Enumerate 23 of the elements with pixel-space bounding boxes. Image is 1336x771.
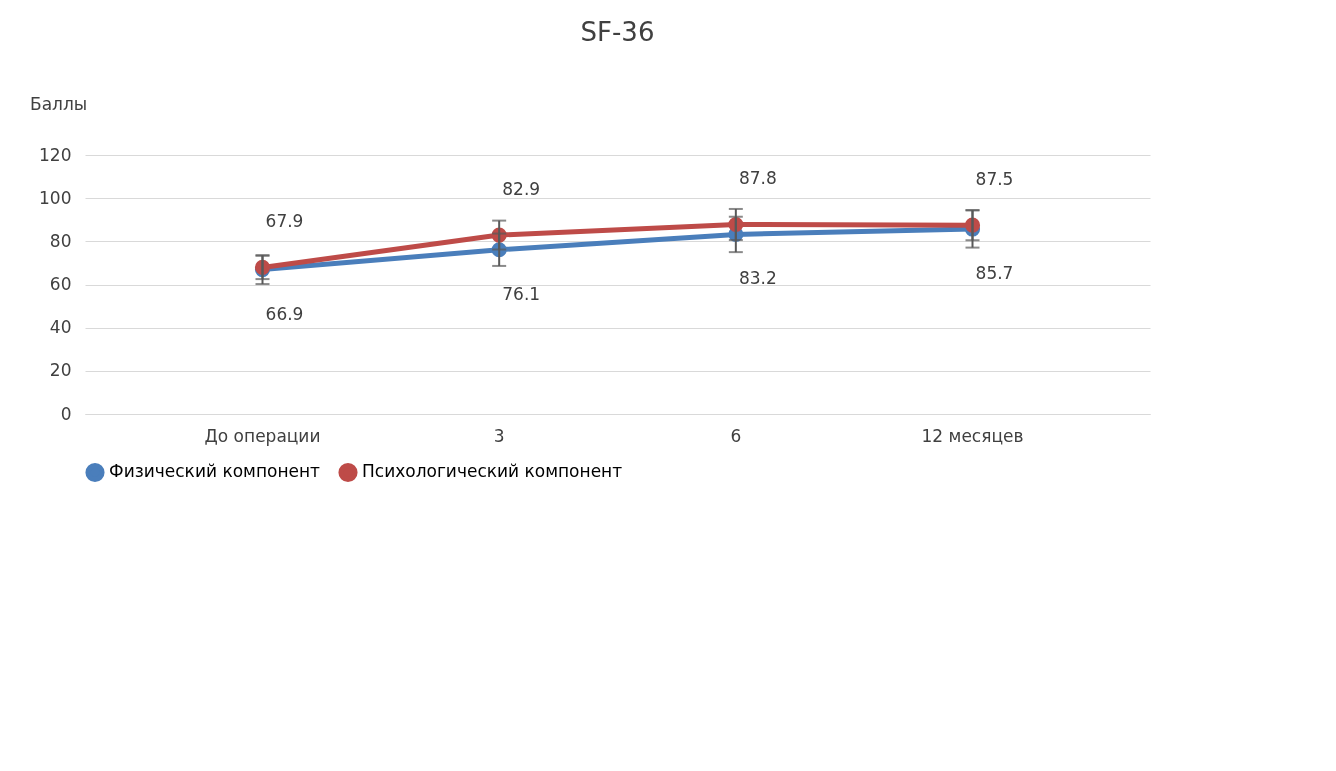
chart-title: SF-36 [580, 17, 655, 47]
y-tick-label: 100 [39, 187, 72, 208]
y-tick-label: 60 [49, 274, 72, 294]
data-label: 87.8 [738, 168, 777, 189]
data-label: 76.1 [502, 283, 541, 304]
x-tick-label: 3 [493, 425, 505, 446]
y-tick-label: 80 [49, 230, 72, 251]
x-tick-label: 12 месяцев [921, 425, 1024, 446]
legend-label: Психологический компонент [362, 461, 623, 482]
data-label: 82.9 [502, 179, 541, 200]
data-label: 66.9 [265, 303, 304, 324]
x-tick-label: До операции [204, 425, 321, 446]
y-tick-label: 20 [49, 360, 72, 381]
x-tick-label: 6 [730, 425, 742, 446]
data-label: 67.9 [265, 211, 304, 232]
y-axis-title: Баллы [30, 94, 88, 114]
y-tick-label: 0 [60, 403, 72, 424]
legend-label: Физический компонент [109, 461, 321, 482]
y-tick-label: 120 [39, 144, 72, 165]
data-label: 83.2 [738, 268, 777, 289]
y-tick-label: 40 [49, 317, 72, 338]
data-label: 87.5 [975, 169, 1014, 190]
data-label: 85.7 [975, 263, 1014, 284]
